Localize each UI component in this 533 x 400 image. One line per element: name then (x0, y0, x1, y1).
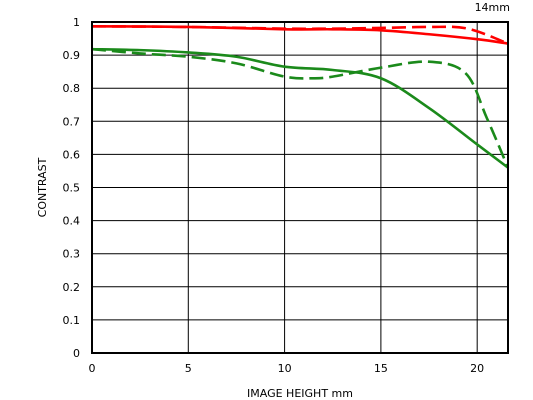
x-tick-label: 15 (374, 362, 388, 375)
series-layer (91, 25, 510, 169)
plot-frame (91, 21, 509, 354)
x-tick-label: 5 (185, 362, 192, 375)
y-tick-label: 0.3 (63, 248, 81, 261)
y-tick-label: 0.9 (63, 49, 81, 62)
tick-labels: 00.10.20.30.40.50.60.70.80.910 5 10 15 20 (63, 16, 485, 375)
y-tick-label: 0.8 (63, 82, 81, 95)
x-axis-title: IMAGE HEIGHT mm (247, 387, 353, 400)
y-tick-label: 0.1 (63, 314, 81, 327)
x-tick-label: 20 (470, 362, 484, 375)
series-line-3-solid (91, 47, 509, 169)
x-tick-label: 10 (278, 362, 292, 375)
y-axis-title: CONTRAST (36, 157, 49, 217)
x-tick-label: 0 (89, 362, 96, 375)
y-tick-label: 0.6 (63, 148, 81, 161)
y-tick-label: 0.2 (63, 281, 81, 294)
focal-length-label: 14mm (475, 1, 510, 14)
series-line-4-dashed (91, 47, 510, 169)
series-line-2-dashed (91, 25, 509, 45)
y-tick-label: 1 (73, 16, 80, 29)
y-tick-label: 0.5 (63, 182, 81, 195)
y-tick-label: 0.7 (63, 115, 81, 128)
y-tick-label: 0.4 (63, 215, 81, 228)
y-tick-label: 0 (73, 347, 80, 360)
